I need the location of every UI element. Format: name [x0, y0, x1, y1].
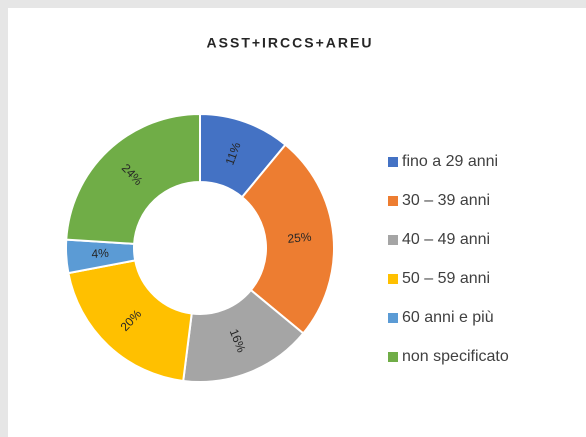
chart-title: ASST+IRCCS+AREU	[207, 35, 374, 51]
legend-swatch	[388, 235, 398, 245]
legend-swatch	[388, 313, 398, 323]
legend-label: 40 – 49 anni	[402, 231, 490, 248]
legend-label: fino a 29 anni	[402, 153, 498, 170]
data-label: 25%	[287, 230, 313, 246]
data-label: 4%	[91, 246, 110, 261]
legend-swatch	[388, 352, 398, 362]
legend-swatch	[388, 196, 398, 206]
legend-label: non specificato	[402, 348, 509, 365]
legend-label: 30 – 39 anni	[402, 192, 490, 209]
legend-swatch	[388, 274, 398, 284]
legend-label: 60 anni e più	[402, 309, 494, 326]
legend-label: 50 – 59 anni	[402, 270, 490, 287]
donut-slice	[65, 112, 201, 245]
donut-slice	[240, 143, 335, 335]
legend-swatch	[388, 157, 398, 167]
donut-slice	[67, 259, 193, 383]
